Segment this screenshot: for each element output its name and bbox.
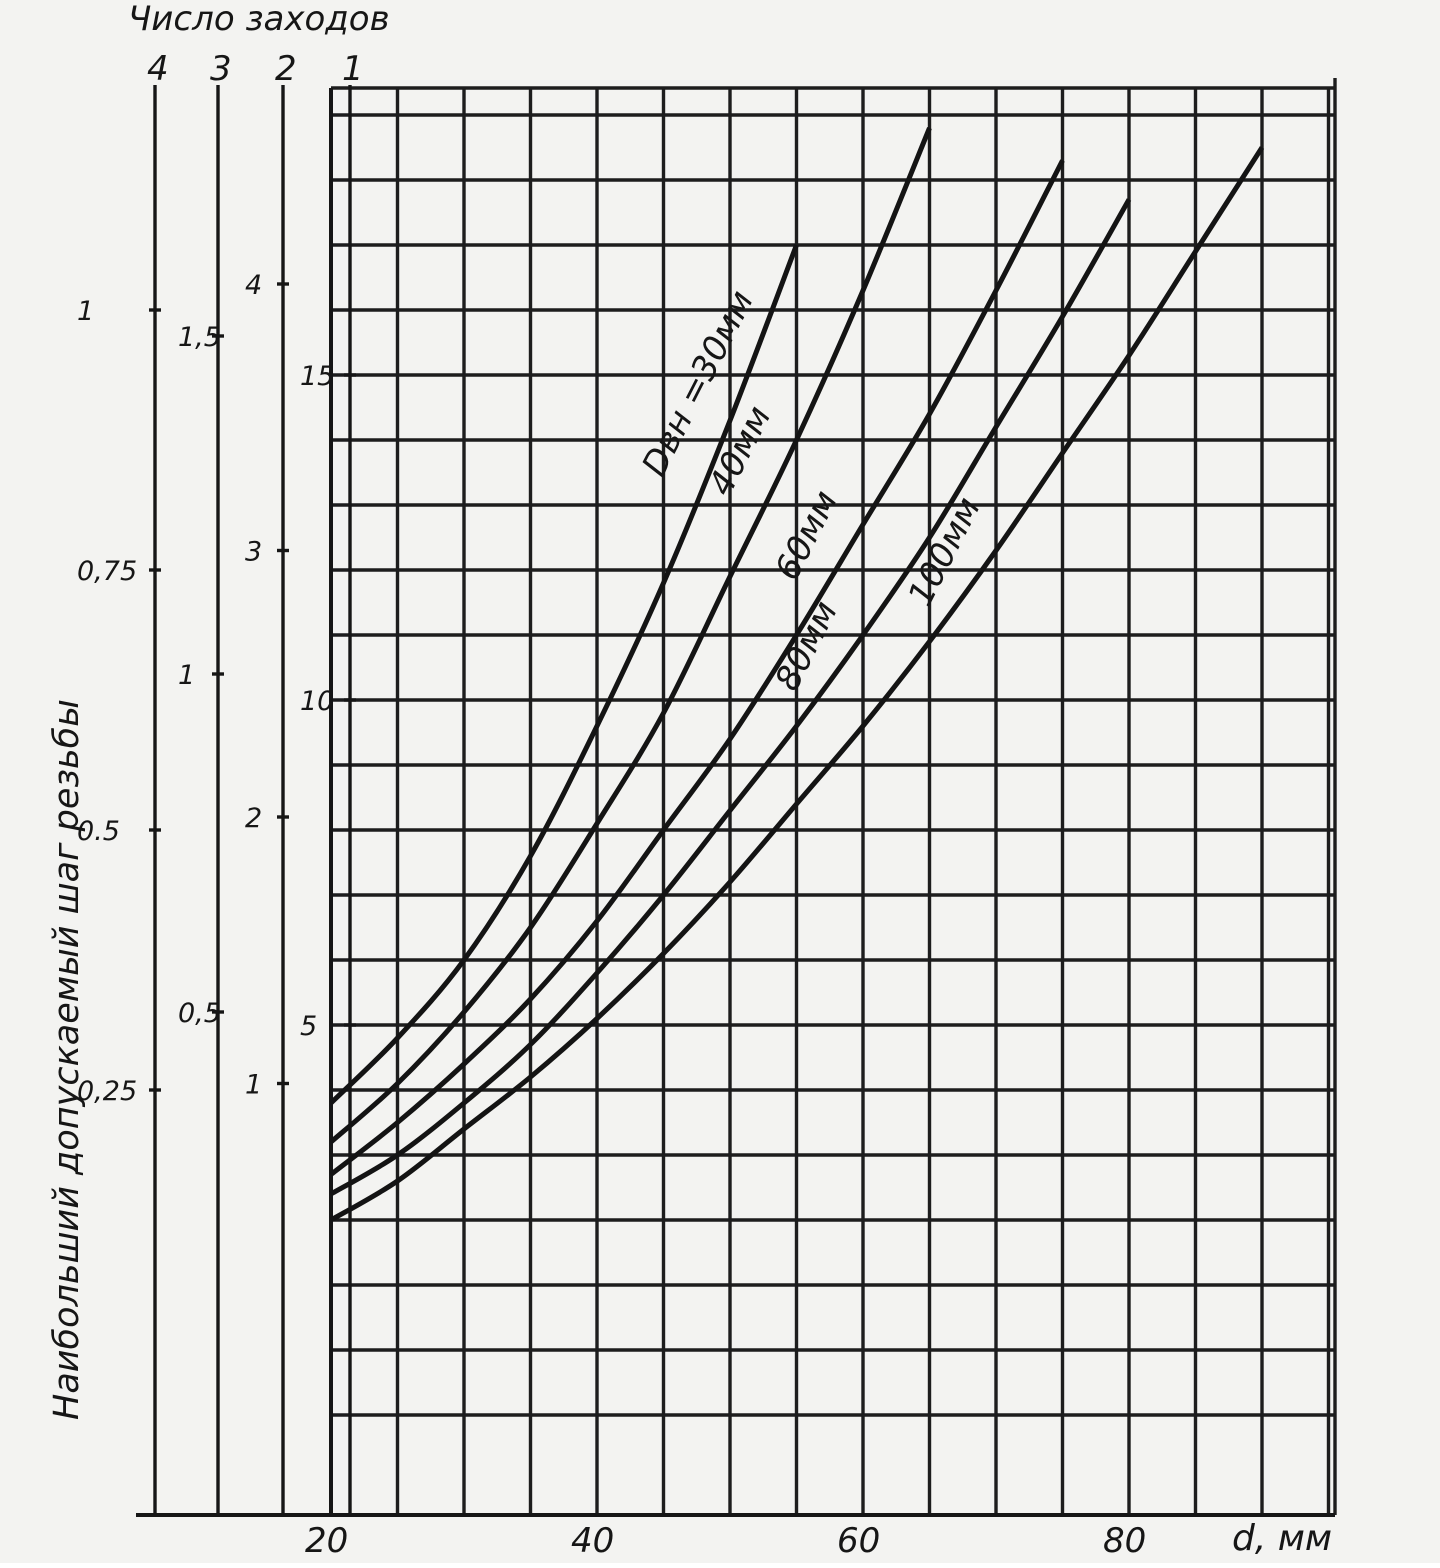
series-label: 80мм — [767, 595, 846, 697]
tick-labels: 4 1 0,75 0.5 0,25 3 1,5 1 0,5 2 4 3 2 1 1 15 10 5 20 40 60 80… — [77, 49, 1146, 1561]
scale-tick-label: 0.5 — [77, 816, 120, 847]
scale-tick-label: 3 — [245, 537, 262, 568]
y-axis-title: Наибольший допускаемый шаг резьбы — [47, 699, 87, 1420]
starts-label: 2 — [275, 49, 297, 89]
scale-tick-label: 1 — [178, 660, 195, 691]
x-tick-label: 40 — [571, 1521, 614, 1561]
side-scales — [149, 85, 356, 1515]
series-line — [329, 198, 1132, 1197]
scale-tick-label: 0,75 — [77, 556, 137, 587]
scale-tick-label: 4 — [245, 270, 262, 301]
chart-title: Число заходов — [128, 0, 390, 39]
series-line — [329, 146, 1265, 1223]
x-tick-label: 60 — [837, 1521, 880, 1561]
plot-grid — [136, 78, 1337, 1517]
series-label: 40мм — [701, 400, 780, 502]
series-line — [329, 244, 799, 1105]
starts-label: 1 — [342, 49, 364, 89]
scale-tick-label: 0,5 — [178, 998, 221, 1029]
x-tick-label: 20 — [305, 1521, 348, 1561]
scale-tick-label: 0,25 — [77, 1076, 137, 1107]
scale-tick-label: 2 — [245, 803, 262, 834]
scale-tick-label: 5 — [300, 1011, 317, 1042]
series-label: 100мм — [900, 491, 988, 613]
scale-tick-label: 10 — [300, 686, 334, 717]
series-line — [329, 127, 932, 1144]
curves — [329, 127, 1265, 1223]
scale-tick-label: 1 — [245, 1070, 262, 1101]
scale-tick-label: 15 — [300, 361, 334, 392]
series-line — [329, 159, 1065, 1177]
starts-label: 4 — [147, 49, 169, 89]
scale-tick-label: 1 — [77, 296, 94, 327]
x-tick-label: 80 — [1103, 1521, 1146, 1561]
x-axis-title: d, мм — [1232, 1518, 1332, 1559]
scale-tick-label: 1,5 — [178, 322, 221, 353]
starts-label: 3 — [210, 49, 232, 89]
